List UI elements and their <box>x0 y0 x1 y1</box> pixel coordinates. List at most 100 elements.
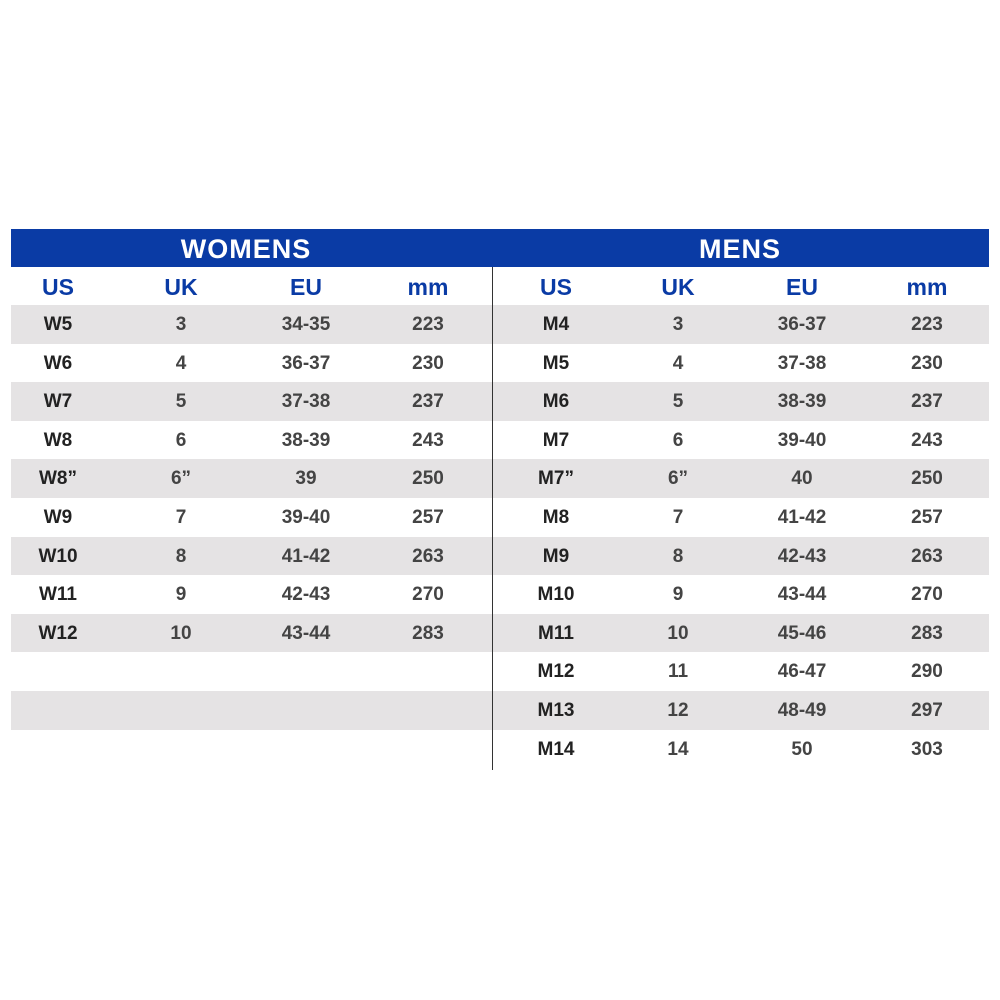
mens-cell-uk: 12 <box>667 699 689 721</box>
mens-cell-eu: 42-43 <box>777 545 827 567</box>
womens-cell-mm: 250 <box>412 468 444 490</box>
mens-cell-eu: 41-42 <box>777 506 827 528</box>
mens-cell-us: M10 <box>537 584 575 606</box>
womens-cell-eu: 39-40 <box>281 506 331 528</box>
womens-cell-uk: 7 <box>175 506 187 528</box>
womens-cell-mm: 223 <box>412 314 444 335</box>
mens-cell-mm: 297 <box>911 699 943 721</box>
mens-cell-uk: 6” <box>667 468 689 490</box>
mens-cell-us: M11 <box>538 622 574 644</box>
womens-cell-uk: 6” <box>170 468 192 490</box>
mens-cell-uk: 9 <box>672 584 684 606</box>
mens-cell-us: M12 <box>537 661 575 683</box>
mens-cell-us: M7 <box>542 429 570 451</box>
mens-header-mm: mm <box>906 274 948 300</box>
womens-cell-us: W12 <box>38 622 78 644</box>
mens-cell-mm: 270 <box>911 584 943 606</box>
mens-header-us: US <box>540 274 572 300</box>
mens-cell-uk: 8 <box>672 545 684 567</box>
table-row: W6 4 36-37 230 M5 4 37-38 230 <box>11 344 989 383</box>
mens-cell-eu: 45-46 <box>777 622 827 644</box>
mens-cell-eu: 40 <box>791 468 813 490</box>
mens-cell-uk: 3 <box>672 314 684 335</box>
mens-cell-us: M13 <box>537 699 575 721</box>
mens-cell-uk: 5 <box>672 391 684 413</box>
mens-cell-us: M14 <box>537 738 575 760</box>
column-headers: US UK EU mm US UK EU mm <box>11 267 989 305</box>
mens-cell-mm: 257 <box>911 506 943 528</box>
mens-cell-mm: 303 <box>911 738 943 760</box>
mens-cell-eu: 36-37 <box>777 314 827 335</box>
mens-cell-eu: 38-39 <box>777 391 827 413</box>
womens-cell-eu: 37-38 <box>281 391 331 413</box>
womens-cell-uk: 9 <box>175 584 187 606</box>
mens-cell-eu: 46-47 <box>777 661 827 683</box>
mens-cell-eu: 48-49 <box>777 699 827 721</box>
mens-cell-us: M8 <box>542 506 570 528</box>
womens-cell-mm: 283 <box>412 622 444 644</box>
table-row: W8” 6” 39 250 M7” 6” 40 250 <box>11 459 989 498</box>
table-row: M12 11 46-47 290 <box>11 652 989 691</box>
table-row: W5 3 34-35 223 M4 3 36-37 223 <box>11 305 989 344</box>
womens-title: WOMENS <box>180 234 312 264</box>
womens-cell-uk: 8 <box>175 545 187 567</box>
womens-cell-eu: 34-35 <box>281 314 331 335</box>
womens-cell-uk: 5 <box>175 391 187 413</box>
mens-cell-us: M4 <box>542 314 570 335</box>
womens-cell-mm: 263 <box>412 545 444 567</box>
womens-cell-us: W10 <box>38 545 78 567</box>
womens-cell-us: W8” <box>39 468 77 490</box>
mens-cell-mm: 237 <box>911 391 943 413</box>
mens-cell-us: M5 <box>542 352 570 374</box>
womens-cell-uk: 4 <box>175 352 187 374</box>
table-row: M14 14 50 303 <box>11 730 989 769</box>
mens-cell-uk: 6 <box>672 429 684 451</box>
womens-header-uk: UK <box>164 274 198 300</box>
womens-header-us: US <box>42 274 74 300</box>
table-row: M13 12 48-49 297 <box>11 690 989 730</box>
womens-cell-eu: 39 <box>295 468 317 490</box>
mens-cell-eu: 37-38 <box>777 352 827 374</box>
womens-cell-us: W5 <box>43 314 73 335</box>
mens-cell-uk: 10 <box>667 622 689 644</box>
size-table-body: W5 3 34-35 223 M4 3 36-37 223 W6 4 36-37 230 M5 4 37-3… <box>11 305 989 768</box>
womens-cell-uk: 10 <box>170 622 192 644</box>
mens-cell-uk: 4 <box>672 352 684 374</box>
mens-cell-uk: 11 <box>667 661 689 683</box>
womens-cell-eu: 43-44 <box>281 622 331 644</box>
table-row: W12 10 43-44 283 M11 10 45-46 283 <box>11 613 989 653</box>
table-row: W8 6 38-39 243 M7 6 39-40 243 <box>11 421 989 460</box>
womens-cell-us: W6 <box>43 352 73 374</box>
table-row: W9 7 39-40 257 M8 7 41-42 257 <box>11 498 989 537</box>
womens-cell-us: W9 <box>43 506 73 528</box>
column-divider <box>492 267 493 770</box>
mens-cell-uk: 7 <box>672 506 684 528</box>
womens-cell-eu: 38-39 <box>281 429 331 451</box>
womens-cell-mm: 257 <box>412 506 444 528</box>
mens-cell-uk: 14 <box>667 738 689 760</box>
womens-cell-mm: 230 <box>412 352 444 374</box>
womens-cell-eu: 41-42 <box>281 545 331 567</box>
title-bar: WOMENS MENS <box>11 229 989 267</box>
mens-cell-mm: 243 <box>911 429 943 451</box>
womens-cell-mm: 270 <box>412 584 444 606</box>
mens-cell-eu: 43-44 <box>777 584 827 606</box>
womens-cell-uk: 6 <box>175 429 187 451</box>
mens-cell-eu: 39-40 <box>777 429 827 451</box>
womens-cell-us: W7 <box>43 391 73 413</box>
mens-cell-mm: 223 <box>911 314 943 335</box>
womens-header-eu: EU <box>290 274 322 300</box>
table-row: W11 9 42-43 270 M10 9 43-44 270 <box>11 575 989 614</box>
mens-cell-us: M6 <box>542 391 570 413</box>
womens-cell-us: W11 <box>38 584 78 606</box>
womens-cell-us: W8 <box>43 429 73 451</box>
womens-cell-eu: 42-43 <box>281 584 331 606</box>
mens-cell-us: M7” <box>538 468 574 490</box>
mens-cell-eu: 50 <box>791 738 813 760</box>
mens-cell-mm: 290 <box>911 661 943 683</box>
table-row: W7 5 37-38 237 M6 5 38-39 237 <box>11 382 989 421</box>
womens-cell-mm: 237 <box>412 391 444 413</box>
womens-cell-mm: 243 <box>412 429 444 451</box>
mens-cell-mm: 263 <box>911 545 943 567</box>
mens-cell-mm: 250 <box>911 468 943 490</box>
